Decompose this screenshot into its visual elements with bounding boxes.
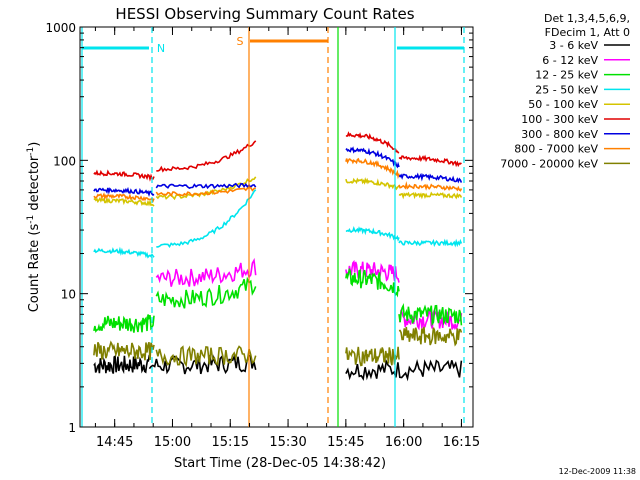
series-line (345, 146, 400, 169)
series-2 (93, 267, 463, 333)
series-line (398, 154, 462, 168)
legend-header-1: Det 1,3,4,5,6,9, (544, 12, 630, 25)
series-line (155, 276, 257, 309)
y-axis-label-main: Count Rate (s (27, 224, 42, 313)
x-axis-label: Start Time (28-Dec-05 14:38:42) (174, 456, 386, 471)
series-line (345, 131, 400, 154)
series-line (155, 176, 257, 201)
legend-entry-label: 3 - 6 keV (549, 39, 598, 52)
plot-frame (79, 26, 474, 428)
series-line (155, 345, 257, 368)
x-tick-label: 16:00 (385, 435, 422, 450)
series-5 (93, 131, 462, 182)
x-tick-label: 15:45 (327, 435, 364, 450)
legend-entry-label: 7000 - 20000 keV (500, 157, 598, 170)
series-line (156, 140, 257, 173)
series-line (398, 172, 463, 184)
legend-entry-label: 50 - 100 keV (528, 98, 598, 111)
series-line (345, 177, 400, 191)
series-line (398, 238, 463, 248)
legend-entry-label: 800 - 7000 keV (514, 143, 598, 156)
y-tick-label: 10 (61, 288, 76, 302)
series-line (155, 257, 257, 287)
saa-marker-label: S (237, 35, 244, 48)
series-line (345, 157, 400, 180)
series-0 (93, 353, 463, 382)
series-line (93, 314, 155, 333)
series-line (93, 186, 155, 197)
legend: Det 1,3,4,5,6,9, FDecim 1, Att 0 3 - 6 k… (500, 12, 630, 170)
series-line (345, 346, 400, 367)
series-line (155, 186, 257, 198)
series-7 (93, 157, 463, 203)
series-line (345, 358, 463, 382)
series-line (345, 226, 400, 242)
series-4 (93, 176, 463, 207)
x-tick-label: 16:15 (443, 435, 480, 450)
series-line (398, 181, 463, 192)
series-line (398, 191, 463, 200)
x-tick-label: 15:30 (269, 435, 306, 450)
series-line (398, 302, 463, 327)
x-tick-label: 15:00 (154, 435, 191, 450)
y-axis-label-sup2: -1 (26, 147, 36, 156)
series-line (93, 196, 155, 207)
legend-entry-label: 6 - 12 keV (542, 54, 598, 67)
legend-header-2: FDecim 1, Att 0 (545, 26, 630, 39)
axis-layer: 1 10 100 1000 14:45 15:00 15:15 15:30 15:45 16:00… (45, 21, 480, 450)
series-6 (93, 146, 463, 197)
marker-layer: NS (81, 27, 465, 427)
y-tick-label: 1 (68, 421, 76, 435)
series-layer (93, 131, 463, 382)
series-line (398, 307, 463, 331)
series-line (93, 192, 155, 203)
legend-entry-label: 25 - 50 keV (535, 83, 598, 96)
series-line (93, 354, 151, 375)
y-axis-label-mid: detector (27, 155, 42, 215)
y-axis-label-sup1: -1 (26, 215, 36, 224)
series-line (93, 340, 155, 361)
x-tick-label: 14:45 (96, 435, 133, 450)
legend-entry-label: 12 - 25 keV (535, 69, 598, 82)
series-line (93, 246, 155, 259)
series-line (398, 326, 463, 347)
legend-entry-label: 300 - 800 keV (521, 128, 598, 141)
series-line (155, 182, 257, 190)
x-tick-label: 15:15 (212, 435, 249, 450)
y-tick-label: 1000 (45, 21, 76, 35)
series-line (93, 169, 155, 182)
chart-title: HESSI Observing Summary Count Rates (115, 5, 414, 23)
series-line (148, 353, 257, 375)
y-axis-label: Count Rate (s-1 detector-1) (26, 142, 42, 313)
series-line (345, 267, 400, 298)
series-8 (93, 326, 463, 368)
y-tick-label: 100 (53, 154, 76, 168)
y-axis-label-end: ) (27, 142, 42, 147)
legend-entry-label: 100 - 300 keV (521, 113, 598, 126)
series-line (156, 189, 257, 248)
series-3 (93, 189, 463, 259)
footer-timestamp: 12-Dec-2009 11:38 (559, 467, 636, 476)
night-marker-label: N (157, 42, 165, 55)
